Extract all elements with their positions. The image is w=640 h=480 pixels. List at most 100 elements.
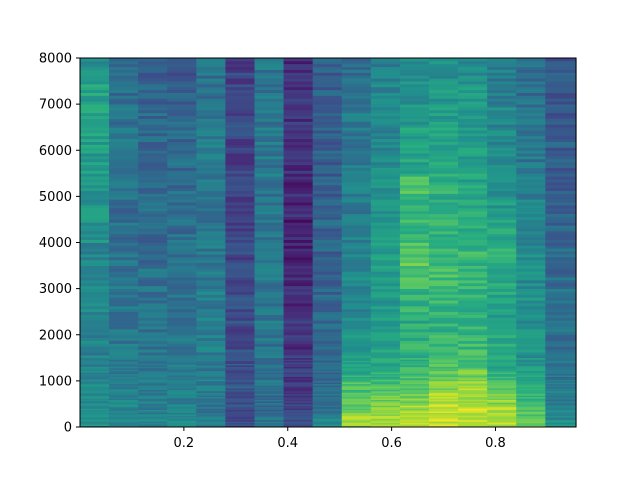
spectrogram-cell [487,205,517,209]
spectrogram-cell [225,202,256,206]
spectrogram-cell [370,291,401,295]
spectrogram-cell [167,379,197,382]
spectrogram-cell [458,150,488,154]
spectrogram-cell [225,268,256,272]
spectrogram-cell [80,135,110,140]
spectrogram-cell [225,141,256,145]
spectrogram-cell [196,419,227,422]
spectrogram-cell [341,366,372,369]
spectrogram-cell [545,282,577,287]
spectrogram-cell [138,390,168,393]
spectrogram-cell [109,98,139,102]
spectrogram-cell [370,161,401,166]
spectrogram-cell [225,382,256,385]
spectrogram-cell [138,294,168,298]
spectrogram-cell [399,405,430,408]
spectrogram-cell [283,115,314,119]
spectrogram-cell [429,314,459,318]
spectrogram-cell [254,207,285,212]
spectrogram-cell [283,130,314,134]
spectrogram-cell [80,176,110,180]
spectrogram-cell [458,360,488,363]
spectrogram-cell [429,331,459,336]
spectrogram-cell [370,343,401,347]
spectrogram-cell [167,282,197,287]
spectrogram-cell [109,78,139,82]
spectrogram-cell [341,395,372,398]
spectrogram-cell [341,228,372,232]
spectrogram-cell [283,147,314,151]
spectrogram-cell [138,414,168,416]
spectrogram-cell [283,349,314,353]
spectrogram-cell [429,254,459,258]
spectrogram-cell [167,95,197,99]
spectrogram-cell [138,63,168,68]
spectrogram-cell [370,390,401,393]
spectrogram-cell [80,69,110,73]
spectrogram-cell [283,300,314,304]
spectrogram-cell [545,245,577,249]
spectrogram-cell [341,181,372,186]
spectrogram-cell [341,222,372,226]
spectrogram-cell [254,124,285,128]
spectrogram-cell [312,288,343,292]
spectrogram-cell [283,386,314,389]
spectrogram-cell [109,66,139,70]
spectrogram-cell [516,184,546,189]
spectrogram-cell [225,265,256,269]
spectrogram-cell [429,196,459,200]
spectrogram-cell [196,408,227,411]
spectrogram-cell [516,326,546,330]
spectrogram-cell [225,314,256,318]
spectrogram-cell [138,354,168,359]
spectrogram-cell [196,75,227,79]
spectrogram-cell [341,256,372,261]
spectrogram-cell [545,396,577,399]
spectrogram-cell [370,78,401,82]
spectrogram-cell [254,372,285,375]
spectrogram-cell [254,357,285,360]
spectrogram-cell [458,300,488,304]
spectrogram-cell [80,78,110,82]
spectrogram-cell [283,69,314,73]
spectrogram-cell [283,401,314,403]
spectrogram-cell [254,78,285,82]
spectrogram-cell [109,179,139,183]
spectrogram-cell [487,271,517,275]
spectrogram-cell [341,78,372,82]
spectrogram-cell [370,340,401,344]
spectrogram-cell [80,418,110,421]
spectrogram-cell [254,104,285,108]
spectrogram-cell [545,424,577,426]
spectrogram-cell [341,402,372,405]
spectrogram-cell [109,317,139,321]
spectrogram-cell [429,256,459,261]
spectrogram-cell [487,282,517,287]
spectrogram-cell [545,359,577,362]
spectrogram-cell [399,173,430,177]
spectrogram-cell [341,331,372,336]
spectrogram-cell [80,414,110,416]
spectrogram-cell [254,405,285,408]
spectrogram-cell [487,300,517,304]
spectrogram-cell [254,375,285,377]
spectrogram-cell [516,401,546,403]
y-tick-label: 0 [64,421,72,436]
spectrogram-cell [487,104,517,108]
spectrogram-cell [225,375,256,377]
spectrogram-cell [109,421,139,424]
spectrogram-cell [225,199,256,203]
spectrogram-cell [225,279,256,284]
spectrogram-cell [254,305,285,310]
spectrogram-cell [458,115,488,119]
spectrogram-cell [225,331,256,336]
spectrogram-cell [167,377,197,380]
spectrogram-cell [341,274,372,278]
spectrogram-cell [399,135,430,140]
spectrogram-cell [341,199,372,203]
spectrogram-cell [399,202,430,206]
spectrogram-cell [80,406,110,409]
spectrogram-cell [545,121,577,125]
spectrogram-cell [80,156,110,160]
